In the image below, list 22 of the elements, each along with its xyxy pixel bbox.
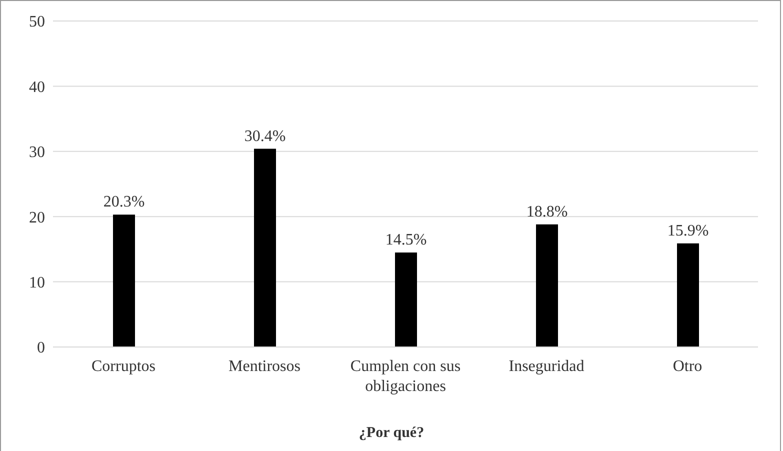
data-label: 15.9%	[667, 222, 709, 240]
data-label: 18.8%	[526, 203, 568, 220]
x-tick-label: Otro	[672, 358, 702, 375]
data-label: 14.5%	[385, 231, 427, 248]
bar	[395, 252, 417, 347]
data-label: 30.4%	[244, 128, 286, 145]
y-tick-label: 30	[29, 144, 45, 162]
x-tick-label: Corruptos	[92, 358, 156, 375]
y-tick-label: 40	[29, 78, 45, 96]
x-axis-title: ¿Por qué?	[358, 425, 426, 442]
y-tick-label: 50	[29, 14, 45, 31]
x-tick-label: Mentirosos	[228, 358, 300, 375]
x-tick-label: Cumplen con sus obligaciones	[350, 358, 461, 395]
data-label: 20.3%	[103, 194, 145, 211]
bar	[677, 243, 699, 347]
y-tick-label: 10	[29, 274, 45, 292]
bar	[536, 224, 558, 347]
x-tick-label: Inseguridad	[508, 358, 584, 375]
bar	[254, 148, 276, 347]
y-tick-label: 0	[37, 340, 45, 357]
bar	[113, 214, 135, 347]
y-tick-label: 20	[29, 209, 45, 226]
